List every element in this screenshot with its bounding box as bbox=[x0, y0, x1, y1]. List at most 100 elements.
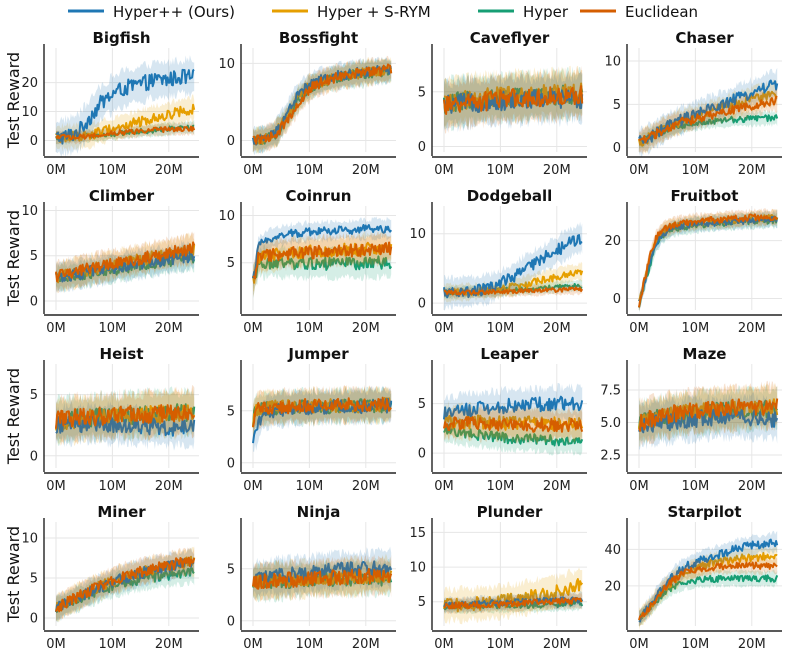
y-tick-label: 5 bbox=[227, 256, 235, 271]
legend-entry: Euclidean bbox=[625, 3, 698, 21]
y-tick-label: 10 bbox=[604, 55, 621, 70]
series-band-euclidean bbox=[639, 380, 778, 446]
x-tick-label: 0M bbox=[243, 637, 263, 652]
y-tick-label: 0 bbox=[227, 456, 235, 471]
y-tick-label: 5.0 bbox=[600, 416, 621, 431]
series-line-hyper-ours- bbox=[443, 234, 583, 299]
y-tick-label: 10 bbox=[21, 532, 38, 547]
series-line-euclidean bbox=[638, 95, 778, 144]
x-tick-label: 0M bbox=[434, 637, 454, 652]
y-tick-label: 0 bbox=[30, 134, 38, 149]
series-line-euclidean bbox=[638, 561, 778, 621]
x-tick-label: 10M bbox=[99, 163, 127, 178]
series-line-euclidean bbox=[55, 556, 196, 613]
y-tick-label: 0 bbox=[227, 614, 235, 629]
x-tick-label: 0M bbox=[434, 479, 454, 494]
y-tick-label: 10 bbox=[21, 105, 38, 120]
series-band-hyper bbox=[639, 569, 778, 628]
y-axis-label: Test Reward bbox=[4, 210, 23, 307]
series-line-euclidean bbox=[638, 213, 779, 308]
series-line-hyper-ours- bbox=[55, 68, 195, 145]
x-tick-label: 0M bbox=[243, 163, 263, 178]
series-band-hyper-ours- bbox=[56, 55, 195, 159]
legend-entry: Hyper + S-RYM bbox=[317, 3, 431, 21]
x-tick-label: 10M bbox=[296, 479, 324, 494]
panel-chaser: 0 5 10 0M 10M 20M Chaser bbox=[604, 29, 782, 178]
x-tick-label: 20M bbox=[155, 163, 183, 178]
panel-title: Starpilot bbox=[668, 503, 742, 521]
panel-caveflyer: 0 5 0M 10M 20M Caveflyer bbox=[418, 29, 587, 178]
series-band-hyper-s-rym bbox=[639, 544, 778, 631]
x-tick-label: 10M bbox=[296, 321, 324, 336]
panel-bossfight: 0 10 0M 10M 20M Bossfight bbox=[218, 29, 396, 178]
x-tick-label: 10M bbox=[682, 321, 710, 336]
x-tick-label: 20M bbox=[155, 637, 183, 652]
panel-plunder: 5 10 15 0M 10M 20M Plunder bbox=[409, 503, 587, 652]
panel-title: Jumper bbox=[287, 345, 349, 363]
x-tick-label: 10M bbox=[296, 163, 324, 178]
legend: Hyper++ (Ours) Hyper + S-RYM Hyper Euclidea… bbox=[68, 3, 698, 21]
series-line-euclidean bbox=[638, 398, 779, 432]
series-line-euclidean bbox=[252, 567, 393, 590]
panel-jumper: 0 5 0M 10M 20M Jumper bbox=[227, 345, 396, 494]
x-tick-label: 10M bbox=[487, 479, 515, 494]
x-tick-label: 0M bbox=[629, 637, 649, 652]
x-tick-label: 20M bbox=[352, 163, 380, 178]
x-tick-label: 20M bbox=[738, 163, 766, 178]
panel-title: Plunder bbox=[477, 503, 543, 521]
x-tick-label: 20M bbox=[155, 479, 183, 494]
y-tick-label: 2.5 bbox=[600, 449, 621, 464]
x-tick-label: 10M bbox=[682, 637, 710, 652]
panel-title: Maze bbox=[683, 345, 727, 363]
x-tick-label: 20M bbox=[738, 479, 766, 494]
series-band-hyper-s-rym bbox=[253, 57, 392, 155]
series-band-hyper-ours- bbox=[253, 56, 392, 155]
panel-title: Heist bbox=[100, 345, 144, 363]
x-tick-label: 20M bbox=[543, 637, 571, 652]
panel-title: Chaser bbox=[675, 29, 734, 47]
series-band-hyper bbox=[253, 386, 392, 438]
panel-climber: 0 5 10 0M 10M 20M Climber Test Reward bbox=[4, 187, 199, 336]
x-tick-label: 20M bbox=[155, 321, 183, 336]
panel-title: Leaper bbox=[480, 345, 539, 363]
y-tick-label: 20 bbox=[21, 76, 38, 91]
series-band-hyper-s-rym bbox=[444, 567, 583, 625]
y-tick-label: 5 bbox=[30, 249, 38, 264]
series-line-hyper-s-rym bbox=[252, 241, 393, 284]
x-tick-label: 20M bbox=[738, 321, 766, 336]
y-tick-label: 5 bbox=[418, 85, 426, 100]
panel-ninja: 0 5 0M 10M 20M Ninja bbox=[227, 503, 396, 652]
y-tick-label: 5 bbox=[30, 572, 38, 587]
y-tick-label: 0 bbox=[418, 447, 426, 462]
x-tick-label: 0M bbox=[46, 321, 66, 336]
y-tick-label: 20 bbox=[604, 234, 621, 249]
series-line-hyper bbox=[252, 255, 393, 282]
legend-entry: Hyper++ (Ours) bbox=[113, 3, 235, 21]
y-tick-label: 5 bbox=[613, 98, 621, 113]
x-tick-label: 10M bbox=[487, 163, 515, 178]
y-tick-label: 20 bbox=[604, 579, 621, 594]
y-tick-label: 0 bbox=[418, 140, 426, 155]
x-tick-label: 10M bbox=[99, 637, 127, 652]
x-tick-label: 10M bbox=[487, 321, 515, 336]
panel-title: Climber bbox=[89, 187, 155, 205]
x-tick-label: 0M bbox=[243, 321, 263, 336]
y-tick-label: 0 bbox=[30, 612, 38, 627]
series-band-hyper-ours- bbox=[444, 221, 583, 311]
y-tick-label: 15 bbox=[409, 526, 426, 541]
x-tick-label: 10M bbox=[99, 321, 127, 336]
x-tick-label: 20M bbox=[543, 321, 571, 336]
series-line-hyper-ours- bbox=[252, 397, 393, 444]
y-tick-label: 0 bbox=[613, 141, 621, 156]
x-tick-label: 20M bbox=[352, 321, 380, 336]
x-tick-label: 0M bbox=[629, 321, 649, 336]
x-tick-label: 0M bbox=[46, 163, 66, 178]
panel-title: Dodgeball bbox=[467, 187, 553, 205]
x-tick-label: 0M bbox=[629, 163, 649, 178]
y-tick-label: 5 bbox=[227, 404, 235, 419]
series-band-euclidean bbox=[444, 66, 583, 134]
y-tick-label: 5 bbox=[418, 595, 426, 610]
y-axis-label: Test Reward bbox=[4, 526, 23, 623]
y-axis-label: Test Reward bbox=[4, 52, 23, 149]
